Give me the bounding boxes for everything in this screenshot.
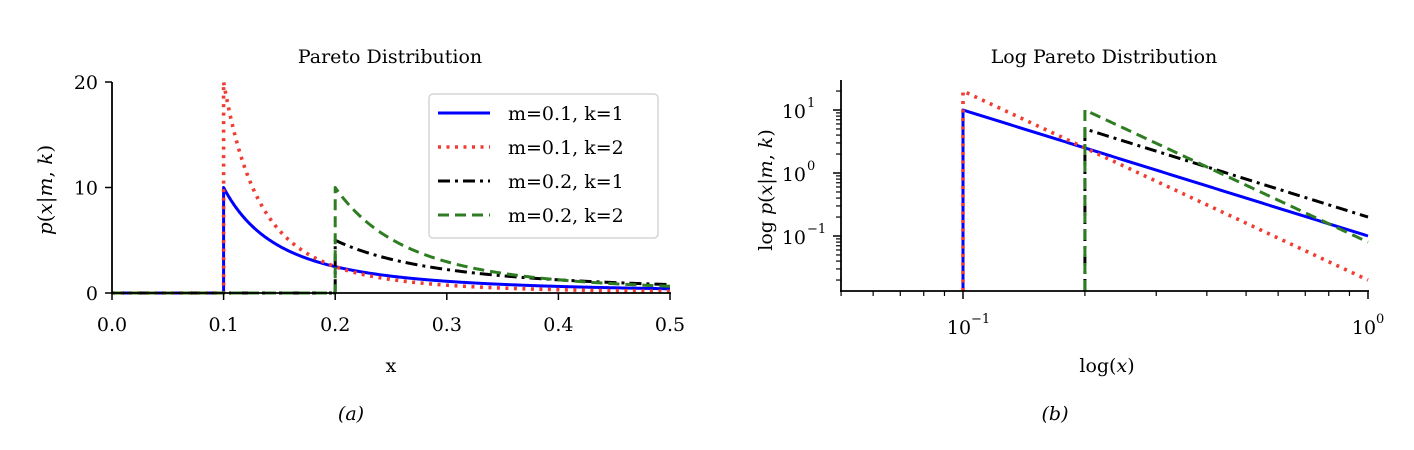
legend-label: m=0.2, k=2 <box>508 205 624 227</box>
y-axis-label: log p(x|m, k) <box>755 129 777 251</box>
svg-text:0: 0 <box>807 159 815 174</box>
chart-title: Pareto Distribution <box>298 46 482 68</box>
svg-text:log p(x|m, k): log p(x|m, k) <box>755 129 777 251</box>
plot-area <box>961 89 1369 291</box>
x-tick-label: 10 <box>1352 317 1376 339</box>
svg-text:−1: −1 <box>807 222 826 237</box>
y-tick-label: 0 <box>86 283 98 305</box>
chart-title: Log Pareto Distribution <box>991 46 1218 68</box>
y-tick-label: 10 <box>74 178 98 200</box>
svg-text:1: 1 <box>807 96 815 111</box>
caption-b: (b) <box>1042 403 1069 425</box>
series-line <box>961 89 1369 291</box>
svg-text:p(x|m, k): p(x|m, k) <box>33 145 58 235</box>
x-axis-label: log(x) <box>1079 355 1134 377</box>
series-line <box>111 238 671 295</box>
x-tick-label: 0.2 <box>320 314 350 336</box>
legend-label: m=0.1, k=2 <box>508 137 624 159</box>
x-tick-label: 0.1 <box>208 314 238 336</box>
series-line <box>1083 127 1369 291</box>
y-tick-label: 10 <box>782 164 806 186</box>
svg-text:0: 0 <box>1376 312 1384 327</box>
x-tick-label: 0.3 <box>432 314 462 336</box>
caption-a: (a) <box>338 403 364 425</box>
svg-text:−1: −1 <box>971 312 990 327</box>
x-axis-label: x <box>386 355 397 377</box>
x-tick-label: 0.0 <box>97 314 127 336</box>
y-axis-label: p(x|m, k) <box>33 145 58 235</box>
x-tick-label: 0.5 <box>655 314 685 336</box>
axis-ticks: 10 −1 10 010 110 010 −1 <box>782 90 1384 339</box>
chart-pareto: Pareto Distribution 0.0 0.1 0.2 0.3 0.4 0.5 0 1… <box>33 46 685 425</box>
svg-text:log(x): log(x) <box>1079 355 1134 377</box>
legend-label: m=0.2, k=1 <box>508 171 624 193</box>
x-tick-label: 0.4 <box>543 314 573 336</box>
series-line <box>1083 108 1369 291</box>
y-tick-label: 10 <box>782 101 806 123</box>
legend: m=0.1, k=1 m=0.1, k=2 m=0.2, k=1 m=0.2, k=2 <box>428 93 659 239</box>
series-line <box>961 108 1369 291</box>
axis-ticks: 0.0 0.1 0.2 0.3 0.4 0.5 0 10 20 <box>74 72 685 336</box>
x-tick-label: 10 <box>947 317 971 339</box>
legend-label: m=0.1, k=1 <box>508 103 624 125</box>
y-tick-label: 20 <box>74 72 98 94</box>
y-tick-label: 10 <box>782 227 806 249</box>
